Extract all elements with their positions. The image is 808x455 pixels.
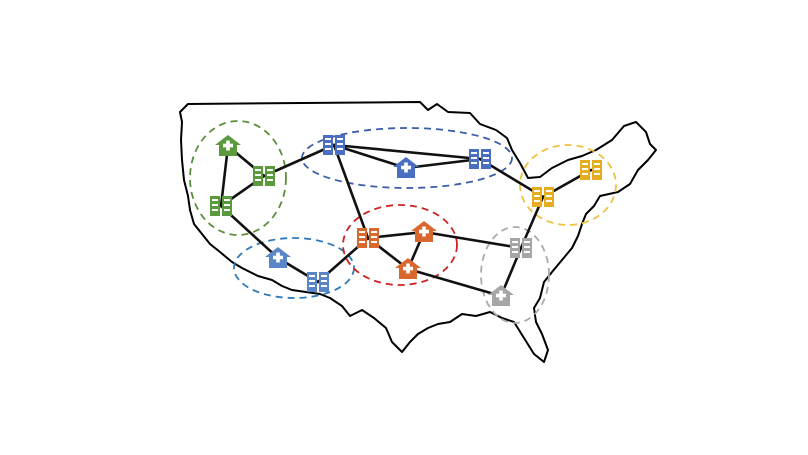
edge-nw-facility-1-to-n-facility-1 bbox=[262, 143, 336, 178]
edge-n-facility-1-to-n-facility-2 bbox=[332, 143, 482, 161]
edge-n-facility-1-to-c-facility bbox=[332, 143, 370, 240]
edge-c-hospital-2-to-se-hospital bbox=[406, 267, 503, 298]
region-cluster-southeast bbox=[480, 226, 550, 324]
edge-n-facility-1-to-n-hospital bbox=[332, 143, 408, 170]
region-cluster-northeast bbox=[519, 144, 617, 226]
edge-c-hospital-1-to-se-facility bbox=[422, 230, 523, 250]
region-cluster-northwest bbox=[189, 120, 287, 236]
region-cluster-central bbox=[342, 204, 458, 286]
